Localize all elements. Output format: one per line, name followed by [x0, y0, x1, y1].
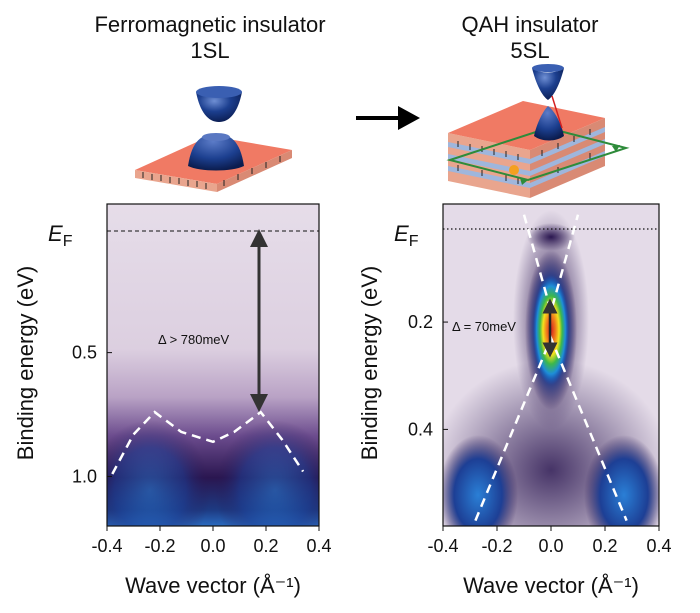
x-tick-label: -0.4 — [91, 536, 122, 556]
left-lower-dome — [188, 134, 244, 171]
right-title-line2: 5SL — [510, 38, 550, 63]
left-schematic — [135, 86, 292, 192]
x-tick-label: 0.0 — [200, 536, 225, 556]
y-tick-label: 0.4 — [408, 419, 433, 439]
edge-electron — [509, 165, 519, 175]
x-tick-label: 0.2 — [253, 536, 278, 556]
left-cone-rim — [196, 86, 242, 98]
left-upper-cone — [196, 92, 242, 122]
right-schematic — [446, 64, 630, 198]
left-x-axis-label: Wave vector (Å⁻¹) — [125, 573, 301, 598]
right-y-ticks: 0.2 0.4 — [408, 312, 448, 439]
right-blue-right — [584, 435, 659, 526]
x-tick-label: 0.4 — [306, 536, 331, 556]
right-upper-cone-curve — [522, 214, 580, 316]
right-fermi-spot — [527, 223, 575, 251]
left-band-blob-right — [215, 420, 319, 526]
right-upper-cone — [532, 68, 564, 100]
left-dome-top — [202, 133, 230, 141]
left-spin-arrows — [142, 156, 281, 189]
left-y-axis-label: Binding energy (eV) — [13, 266, 38, 460]
right-title-line1: QAH insulator — [461, 12, 599, 37]
left-slab-side — [217, 150, 292, 192]
left-panel-title: Ferromagnetic insulator 1SL — [60, 12, 360, 64]
right-upper-cone-rim — [532, 64, 564, 72]
left-band-blob-left — [107, 420, 210, 526]
right-spectrum-panel: Δ = 70meV -0.4 -0.2 0.0 0.2 0.4 0.2 0.4 EF Wa… — [357, 203, 672, 598]
x-tick-label: 0.0 — [538, 536, 563, 556]
right-stack-top — [448, 101, 605, 150]
left-title-line2: 1SL — [190, 38, 230, 63]
right-panel-title: QAH insulator 5SL — [420, 12, 640, 64]
left-fermi-label: EF — [48, 221, 73, 250]
right-lower-cone — [534, 106, 564, 141]
right-x-axis-label: Wave vector (Å⁻¹) — [463, 573, 639, 598]
right-blue-left — [443, 435, 518, 526]
x-tick-label: 0.2 — [592, 536, 617, 556]
edge-state-loop — [446, 126, 630, 182]
x-tick-label: 0.4 — [646, 536, 671, 556]
right-gap-annotation: Δ = 70meV — [452, 319, 516, 334]
right-y-axis-label: Binding energy (eV) — [357, 266, 382, 460]
x-tick-label: -0.2 — [144, 536, 175, 556]
y-tick-label: 0.5 — [72, 343, 97, 363]
left-spectrum-panel: Δ > 780meV -0.4 -0.2 0.0 0.2 0.4 0.5 1.0 EF W… — [13, 203, 332, 598]
x-tick-label: -0.4 — [427, 536, 458, 556]
edge-arrow-2 — [612, 145, 620, 152]
left-y-ticks: 0.5 1.0 — [72, 343, 112, 486]
left-x-ticks: -0.4 -0.2 0.0 0.2 0.4 — [91, 526, 332, 556]
transition-arrow — [356, 106, 420, 130]
left-band-edge-curve — [111, 410, 305, 475]
left-title-line1: Ferromagnetic insulator — [94, 12, 326, 37]
right-x-ticks: -0.4 -0.2 0.0 0.2 0.4 — [427, 526, 672, 556]
y-tick-label: 0.2 — [408, 312, 433, 332]
right-cone-edge-line — [551, 95, 563, 129]
edge-arrow-1 — [520, 178, 528, 185]
right-fermi-label: EF — [394, 221, 419, 250]
y-tick-label: 1.0 — [72, 466, 97, 486]
left-gap-annotation: Δ > 780meV — [158, 332, 230, 347]
x-tick-label: -0.2 — [481, 536, 512, 556]
